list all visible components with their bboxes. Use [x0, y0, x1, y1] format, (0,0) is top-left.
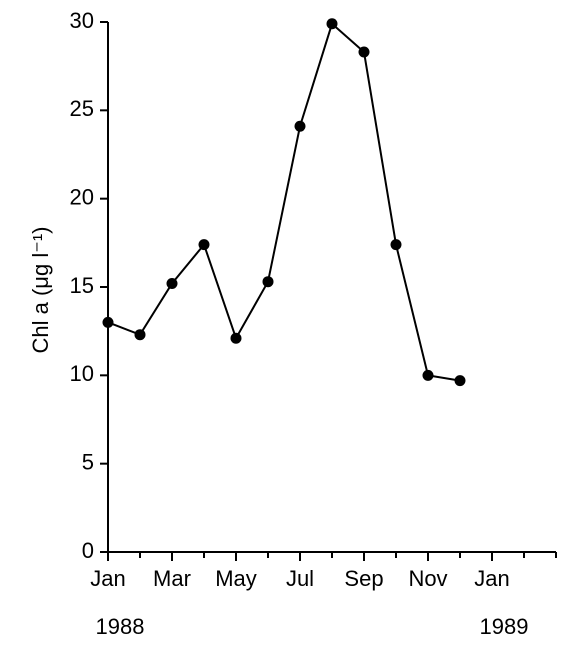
point — [454, 375, 466, 387]
y-axis-label: Chl a (μg l⁻¹) — [28, 227, 53, 354]
line — [107, 21, 461, 382]
point — [262, 276, 274, 288]
x-tick-label: Jan — [474, 566, 509, 591]
point — [390, 239, 402, 251]
point — [358, 46, 370, 58]
year-label: 1989 — [480, 614, 529, 639]
point — [294, 120, 306, 132]
y-tick-label: 10 — [70, 361, 94, 386]
y-tick-label: 0 — [82, 538, 94, 563]
point — [102, 316, 114, 328]
y-tick-label: 5 — [82, 449, 94, 474]
point — [134, 329, 146, 341]
point — [230, 332, 242, 344]
x-tick-label: May — [215, 566, 257, 591]
year-label: 1988 — [96, 614, 145, 639]
point — [166, 277, 178, 289]
point — [422, 369, 434, 381]
y-tick-label: 20 — [70, 184, 94, 209]
x-tick-label: Nov — [408, 566, 447, 591]
x-tick-label: Mar — [153, 566, 191, 591]
x-tick-label: Jan — [90, 566, 125, 591]
point — [326, 18, 338, 30]
y-tick-label: 25 — [70, 96, 94, 121]
y-tick-label: 30 — [70, 8, 94, 33]
y-tick-label: 15 — [70, 273, 94, 298]
x-tick-label: Jul — [286, 566, 314, 591]
x-tick-label: Sep — [344, 566, 383, 591]
point — [198, 239, 210, 251]
